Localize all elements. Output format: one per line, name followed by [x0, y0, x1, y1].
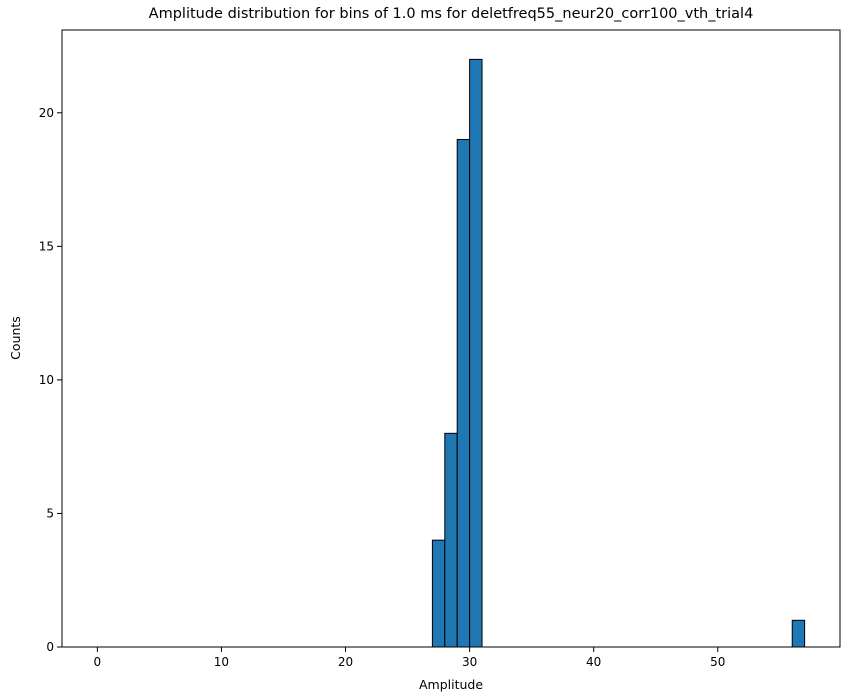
x-tick-label: 20	[338, 655, 353, 669]
y-tick-label: 0	[46, 640, 54, 654]
x-tick-label: 30	[462, 655, 477, 669]
y-tick-label: 5	[46, 506, 54, 520]
y-tick-label: 10	[39, 373, 54, 387]
x-tick-label: 50	[710, 655, 725, 669]
histogram-bar	[469, 58, 483, 648]
chart-title: Amplitude distribution for bins of 1.0 m…	[149, 6, 754, 22]
y-tick-label: 15	[39, 239, 54, 253]
x-tick-label: 40	[586, 655, 601, 669]
histogram-bar	[791, 619, 806, 648]
x-axis-label: Amplitude	[419, 677, 483, 692]
y-tick-label: 20	[39, 106, 54, 120]
y-axis-label: Counts	[8, 316, 23, 360]
x-axis-ticks: 0 10 20 30 40 50	[94, 647, 725, 669]
x-tick-label: 0	[94, 655, 102, 669]
histogram-bar	[444, 432, 458, 648]
histogram-bar	[456, 139, 471, 648]
y-axis-ticks: 0 5 10 15 20	[39, 106, 62, 654]
plot-area	[431, 58, 806, 648]
plot-frame	[61, 29, 841, 648]
x-tick-label: 10	[214, 655, 229, 669]
histogram-bar	[431, 539, 446, 648]
